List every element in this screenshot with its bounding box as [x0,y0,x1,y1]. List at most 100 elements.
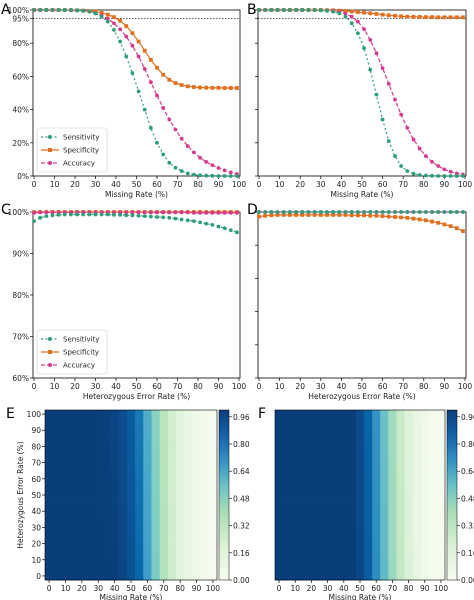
data-point [399,164,404,168]
heatmap-cell [45,466,54,476]
heatmap-cell [143,410,152,419]
data-point [148,214,153,219]
heatmap-cell [299,474,308,484]
heatmap-cell [355,426,365,435]
data-point [442,167,447,172]
heatmap-cell [61,474,70,484]
data-point [155,140,159,145]
heatmap-cell [396,571,405,581]
heatmap-cell [151,418,161,427]
heatmap-cell [53,426,62,435]
heatmap-cell [355,539,365,549]
data-point [343,213,348,217]
heatmap-cell [347,563,357,573]
data-point [362,10,366,15]
heatmap-cell [339,547,349,557]
heatmap-cell [45,482,54,492]
heatmap-cell [404,555,414,565]
heatmap-cell [436,547,446,557]
heatmap-cell [184,466,193,476]
data-point [448,15,453,20]
heatmap-cell [364,555,373,565]
heatmap-cell [307,466,316,476]
heatmap-cell [184,555,193,565]
heatmap-cell [364,515,373,524]
data-point [185,171,190,176]
heatmap-cell [69,531,79,540]
heatmap-cell [118,539,128,549]
heatmap-cell [412,418,422,427]
data-point [155,65,159,70]
data-point [62,8,67,12]
x-tick-label: 50 [132,382,142,391]
heatmap-cell [428,474,438,484]
heatmap-cell [159,474,169,484]
heatmap-cell [143,515,152,524]
data-point [362,46,366,51]
heatmap-cell [331,466,341,476]
series-specificity [257,213,465,233]
data-point [69,212,73,217]
heatmap-cell [307,474,316,484]
y-tick-label: 90% [12,250,29,259]
heatmap-cell [126,539,136,549]
data-point [454,15,459,20]
x-tick-label: 100 [232,180,247,189]
heatmap-cell [299,507,308,516]
data-point [185,218,190,223]
data-point [210,163,215,168]
heatmap-cell [135,547,144,557]
heatmap-cell [331,523,341,532]
heatmap-cell [118,474,128,484]
heatmap-cell [283,539,292,549]
heatmap-cell [388,507,397,516]
heatmap-cell [404,474,414,484]
data-point [198,155,202,160]
data-point [380,12,385,17]
heatmap-cell [355,547,365,557]
heatmap-cell [159,547,169,557]
colorbar-tick-label: 0.16 [233,549,250,558]
heatmap-cell [315,563,324,573]
heatmap-cell [323,555,333,565]
heatmap-cell [102,523,111,532]
heatmap-cell [412,466,422,476]
heatmap-cell [372,499,381,508]
heatmap-cell [388,410,397,419]
colorbar: 0.00 0.16 0.32 0.48 0.64 0.80 0.96 [218,409,250,585]
data-point [124,24,129,29]
heatmap-cell [45,571,54,581]
heatmap-cell [143,442,152,451]
x-tick-label: 50 [357,180,367,189]
heatmap-cell [412,474,422,484]
x-tick-label: 10 [50,180,60,189]
heatmap-cell [436,490,446,500]
heatmap-cell [200,474,210,484]
heatmap-cell [380,531,389,540]
heatmap-cell [388,442,397,451]
heatmap-cell [61,410,70,419]
heatmap-cell [192,523,202,532]
y-tick-label: 30 [31,523,41,532]
heatmap-cell [184,482,193,492]
heatmap-cell [339,571,349,581]
heatmap-cell [355,458,365,468]
heatmap-cell [208,571,218,581]
x-tick-label: 90 [214,382,224,391]
y-tick-label: 80% [12,39,29,48]
heatmap-cell [364,474,373,484]
heatmap-cell [192,434,202,443]
heatmap-cell [77,434,87,443]
heatmap-cell [61,507,70,516]
heatmap-cell [85,490,95,500]
heatmap-cell [436,442,446,451]
heatmap-cell [420,482,430,492]
heatmap-cell [118,555,128,565]
heatmap-cell [200,515,210,524]
heatmap-cell [412,515,422,524]
legend-box [36,127,108,173]
data-point [417,173,422,177]
heatmap-cell [372,418,381,427]
data-point [337,210,342,214]
data-point [105,12,110,17]
